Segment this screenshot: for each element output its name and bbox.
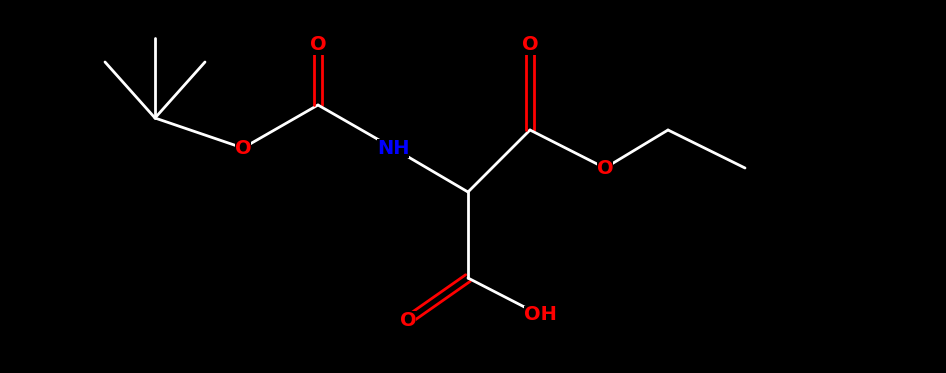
Text: OH: OH	[523, 305, 556, 325]
Text: O: O	[400, 310, 416, 329]
Text: NH: NH	[377, 138, 410, 157]
Text: O: O	[597, 159, 613, 178]
Text: O: O	[309, 35, 326, 54]
Text: O: O	[235, 138, 252, 157]
Text: O: O	[521, 35, 538, 54]
